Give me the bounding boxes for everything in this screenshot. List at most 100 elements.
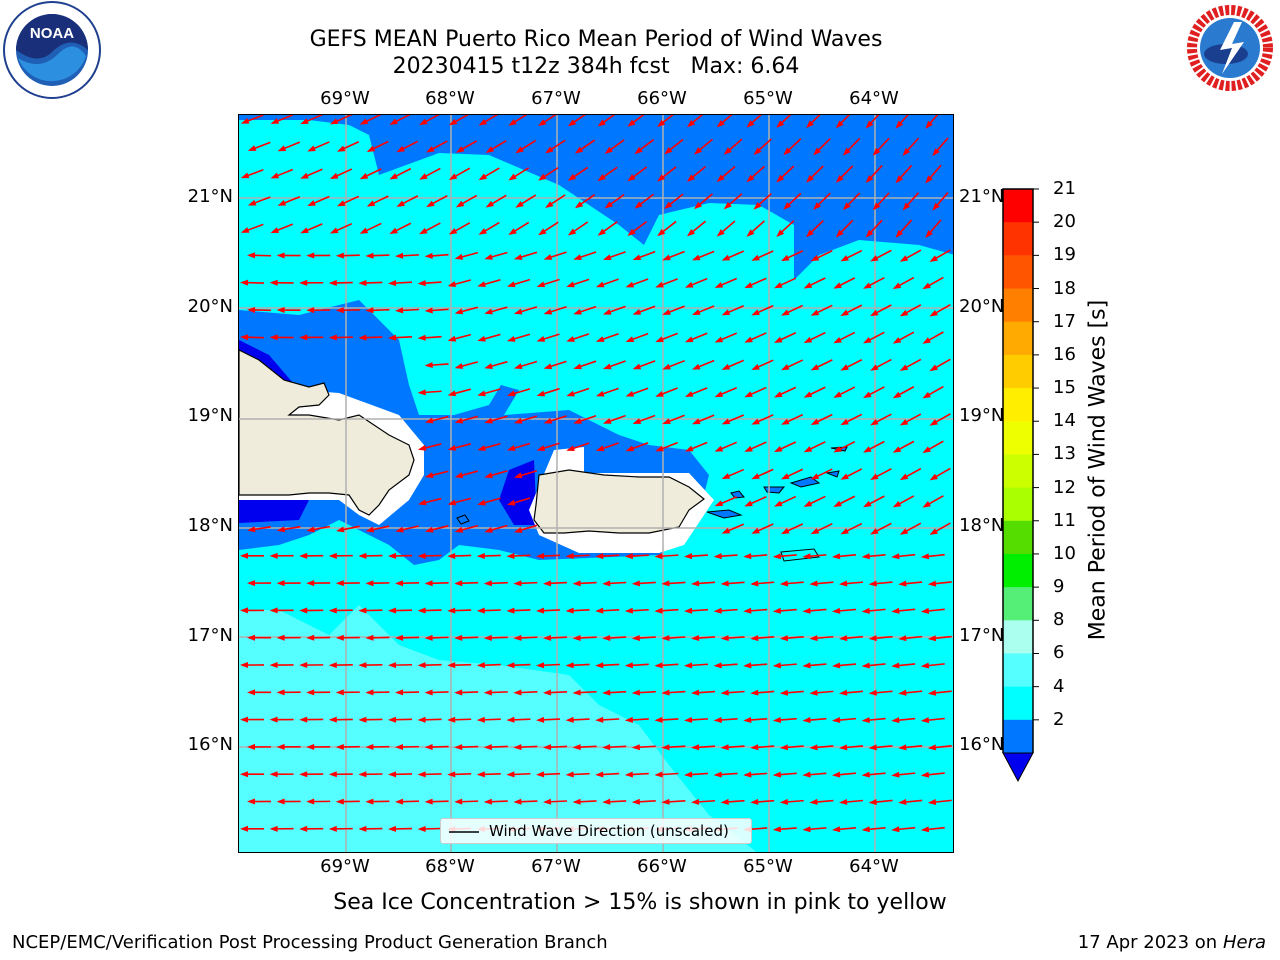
wind-wave-arrow <box>358 771 383 778</box>
wind-wave-arrow <box>783 138 802 156</box>
colorbar-band <box>1003 288 1033 323</box>
wind-wave-arrow <box>803 495 826 507</box>
wind-wave-arrow <box>476 552 501 559</box>
wind-wave-arrow <box>744 441 767 452</box>
wind-wave-arrow <box>566 278 590 288</box>
virgin-islands-1 <box>730 490 745 499</box>
wind-wave-arrow <box>840 413 863 426</box>
wind-wave-arrow <box>899 467 922 481</box>
wind-wave-arrow <box>565 716 590 723</box>
wind-wave-arrow <box>632 360 656 370</box>
wind-wave-arrow <box>863 277 885 289</box>
wind-wave-arrow <box>861 771 886 778</box>
wind-wave-arrow <box>662 305 685 315</box>
wind-wave-arrow <box>513 306 538 315</box>
wind-wave-arrow <box>809 580 834 587</box>
wind-wave-arrow <box>388 334 413 341</box>
wind-wave-arrow <box>691 689 716 696</box>
wind-wave-arrow <box>307 141 330 152</box>
wind-wave-arrow <box>328 279 353 286</box>
wind-wave-arrow <box>269 279 294 286</box>
wind-wave-arrow <box>654 771 679 778</box>
wind-wave-arrow <box>868 689 893 696</box>
wind-wave-arrow <box>365 744 390 751</box>
wind-wave-arrow <box>365 689 390 696</box>
wind-wave-arrow <box>299 552 324 559</box>
wind-wave-arrow <box>595 771 620 778</box>
wind-wave-arrow <box>417 497 442 506</box>
wind-wave-arrow <box>743 662 768 669</box>
wind-wave-arrow <box>627 115 645 127</box>
colorbar-band <box>1003 653 1033 688</box>
wind-wave-arrow <box>892 276 915 289</box>
wind-wave-arrow <box>424 580 449 587</box>
wind-wave-arrow <box>485 194 507 208</box>
wind-wave-arrow <box>781 250 804 261</box>
colorbar-tick-label: 21 <box>1053 178 1076 199</box>
wind-wave-arrow <box>536 442 560 451</box>
wind-wave-arrow <box>484 415 508 424</box>
wind-wave-arrow <box>454 251 479 260</box>
wind-wave-arrow <box>899 522 922 535</box>
wind-wave-arrow <box>328 662 353 669</box>
wind-wave-arrow <box>454 689 479 696</box>
wind-wave-arrow <box>247 743 272 750</box>
wind-wave-arrow <box>506 771 531 778</box>
lat-label-left: 19°N <box>187 405 233 426</box>
nws-logo <box>1180 0 1280 100</box>
wind-wave-arrow <box>536 333 560 342</box>
wind-wave-arrow <box>328 825 353 832</box>
wind-wave-arrow <box>269 716 294 723</box>
colorbar-tick-label: 6 <box>1053 642 1065 664</box>
wind-wave-arrow <box>753 138 772 155</box>
wind-wave-arrow <box>538 221 559 236</box>
wind-wave-arrow <box>508 221 530 236</box>
wind-wave-arrow <box>684 662 709 669</box>
wind-wave-arrow <box>720 744 745 751</box>
wind-wave-arrow <box>925 164 942 184</box>
wind-wave-arrow <box>358 334 383 341</box>
wind-wave-arrow <box>395 252 420 259</box>
wind-wave-arrow <box>602 251 626 261</box>
wind-wave-arrow <box>366 140 389 152</box>
wind-wave-arrow <box>802 717 827 724</box>
wind-wave-arrow <box>602 360 626 370</box>
wind-wave-arrow <box>306 580 331 587</box>
wind-wave-arrow <box>624 662 649 669</box>
wind-wave-arrow <box>388 771 413 778</box>
colorbar-tick-label: 18 <box>1053 277 1076 299</box>
wind-wave-arrow <box>720 689 745 696</box>
colorbar-band <box>1003 255 1033 290</box>
wind-wave-arrow <box>744 496 767 507</box>
wind-wave-arrow <box>388 607 413 614</box>
wind-wave-arrow <box>240 279 265 286</box>
wind-wave-arrow <box>424 470 449 479</box>
wind-wave-arrow <box>506 442 531 451</box>
wind-wave-arrow <box>424 415 449 424</box>
wind-wave-arrow <box>872 192 890 211</box>
wind-wave-arrow <box>513 415 538 424</box>
wind-wave-arrow <box>477 333 501 342</box>
wind-wave-arrow <box>484 470 508 479</box>
map-panel <box>238 114 954 853</box>
wind-wave-arrow <box>716 115 733 128</box>
wind-wave-arrow <box>602 689 627 696</box>
colorbar <box>1000 186 1040 786</box>
wind-wave-arrow <box>335 252 360 259</box>
wind-wave-arrow <box>276 252 301 259</box>
wind-wave-arrow <box>240 334 265 341</box>
wind-wave-arrow <box>269 771 294 778</box>
wind-wave-arrow <box>359 222 382 234</box>
colorbar-tick-label: 4 <box>1053 675 1065 697</box>
colorbar-band <box>1003 520 1033 555</box>
wind-wave-arrow <box>654 716 679 723</box>
wind-wave-arrow <box>746 220 765 237</box>
wind-wave-arrow <box>247 196 271 206</box>
wind-wave-arrow <box>802 826 827 833</box>
wind-wave-arrow <box>872 137 890 156</box>
wind-wave-arrow <box>240 115 264 124</box>
colorbar-frame <box>1002 188 1034 753</box>
wind-wave-arrow <box>513 744 538 751</box>
wind-wave-arrow <box>595 442 619 452</box>
wind-wave-arrow <box>543 744 568 751</box>
